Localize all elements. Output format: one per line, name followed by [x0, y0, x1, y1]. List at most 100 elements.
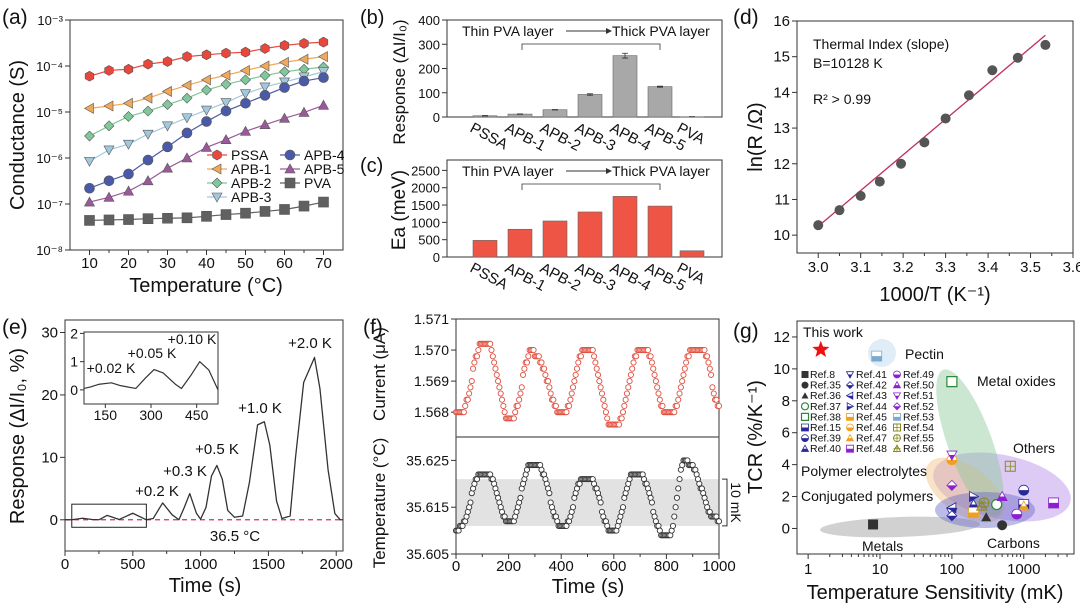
y-tick-label: 0 [433, 110, 440, 125]
data-point [676, 476, 683, 483]
data-point [715, 402, 723, 409]
ref-point-ref43-half [946, 507, 956, 513]
legend-label: Ref.36 [810, 390, 841, 402]
ref-point-ref53-half [871, 356, 882, 362]
y-tick-label: 12 [773, 156, 790, 173]
data-point [655, 390, 662, 397]
legend-label: Ref.46 [856, 422, 887, 434]
legend-entry: Ref.50 [892, 380, 934, 392]
legend-marker-cross [893, 434, 901, 442]
x-tick-label: 1000 [702, 558, 735, 575]
y-tick-label: 15 [773, 49, 790, 66]
data-point [627, 371, 634, 378]
x-axis-title: 1000/T (K⁻¹) [879, 284, 990, 306]
legend-label: Ref.41 [856, 369, 887, 381]
data-point [591, 353, 598, 360]
y-tick-label: 13 [773, 120, 790, 137]
data-point [940, 113, 951, 124]
legend-marker-half [846, 395, 853, 400]
data-point [629, 365, 636, 372]
legend-marker [211, 192, 223, 203]
x-tick-label: 450 [185, 407, 209, 423]
ref-point-ref51-half [949, 455, 955, 461]
data-point [240, 207, 251, 219]
data-point [594, 371, 602, 378]
y-axis-title: ln(R /Ω) [745, 102, 767, 171]
data-point [497, 390, 504, 397]
group-label: Carbons [987, 535, 1040, 551]
annotation-thin: Thin PVA layer [462, 163, 554, 179]
legend-entry: Ref.55 [892, 433, 934, 445]
data-point [220, 78, 232, 90]
legend-label: APB-2 [231, 175, 272, 191]
x-tick-label: 3.1 [850, 259, 871, 276]
y-tick-label: 35.625 [406, 452, 449, 468]
legend-entry: Ref.45 [846, 411, 887, 423]
peak-label: +1.0 K [238, 400, 282, 417]
data-point [201, 211, 212, 222]
data-point [530, 347, 537, 354]
y-axis-title: Conductance (S) [7, 60, 29, 210]
error-bar [622, 52, 628, 59]
data-point [471, 359, 478, 366]
y-tick-label: 10 [773, 361, 790, 378]
legend-label: Ref.56 [903, 443, 934, 455]
data-point [123, 111, 134, 122]
peak-label: +0.3 K [163, 463, 207, 480]
legend-label: Ref.49 [903, 369, 934, 381]
data-point [240, 74, 251, 86]
data-point [701, 347, 708, 354]
data-point [510, 415, 517, 422]
legend-label: Ref.55 [903, 433, 934, 445]
data-point [318, 72, 329, 83]
data-point [260, 43, 270, 54]
ref-point-ref44-half [969, 496, 979, 502]
legend-label: Ref.44 [856, 401, 887, 413]
data-point [239, 89, 252, 100]
data-point [545, 378, 552, 385]
data-point [679, 378, 686, 385]
data-point [279, 40, 290, 51]
legend-label: APB-5 [304, 161, 345, 177]
data-point [498, 396, 506, 403]
inset-plot: 150 300 450 0 1 2 +0.02 K+0.05 K+0.10 K [70, 325, 219, 423]
y-tick-label: 0 [50, 512, 58, 529]
data-point [143, 58, 153, 70]
x-tick-label: 50 [237, 255, 254, 272]
legend-marker [800, 402, 810, 411]
data-point [572, 371, 579, 378]
legend-entry: Ref.56 [892, 443, 934, 455]
data-point [181, 212, 193, 224]
band-bracket [722, 478, 728, 527]
x-tick-label: 2000 [320, 556, 353, 573]
bar-PVA [679, 250, 705, 258]
data-point [677, 384, 684, 391]
data-point [487, 340, 494, 347]
data-point [83, 156, 96, 167]
y-tick-label: 11 [774, 191, 790, 208]
legend-entry: APB-5 [280, 161, 345, 177]
band-label: 10 mK [728, 482, 744, 523]
y-tick-label: 10⁻⁷ [37, 197, 63, 212]
data-point [142, 129, 154, 140]
panel-g: (g) 1 10 100 1000 0 2 4 6 8 10 12 Temperature Sensit… [733, 320, 1075, 604]
data-point [83, 102, 94, 114]
y-tick-label: 10 [41, 449, 58, 466]
x-tick-label: 1000 [184, 556, 217, 573]
data-point [569, 504, 577, 511]
panel-a: (a) 10 20 30 40 50 60 70 10⁻⁸ 10⁻⁷ 10⁻⁶ 10⁻⁵ 10⁻⁴ 10⁻… [2, 6, 345, 297]
data-point [103, 100, 114, 112]
data-point [550, 396, 557, 403]
ref-point-ref54-cross [1005, 461, 1016, 472]
data-point [514, 402, 521, 409]
data-point [676, 390, 683, 397]
peak-label: +0.5 K [195, 441, 239, 458]
data-point [650, 365, 657, 372]
data-point [597, 499, 604, 506]
legend-entry: Ref.15 [801, 422, 841, 434]
legend-marker-half [893, 385, 901, 388]
y-tick-label: 20 [41, 387, 58, 404]
legend-marker-half [848, 374, 852, 378]
legend-entry: Ref.46 [846, 422, 887, 434]
zoom-region-box [71, 503, 147, 528]
